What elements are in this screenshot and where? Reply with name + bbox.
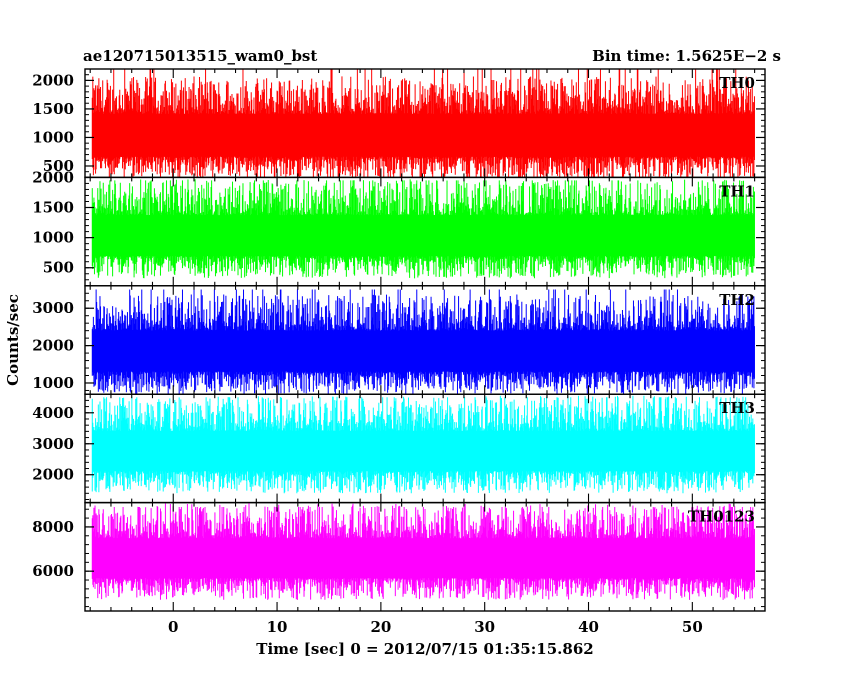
x-tick-label: 30 — [474, 618, 495, 636]
y-tick-label: 1500 — [32, 199, 74, 217]
panel-label: TH1 — [719, 182, 755, 200]
x-tick-label: 20 — [370, 618, 391, 636]
y-tick-label: 4000 — [32, 404, 74, 422]
panel-th0123: 6000 8000 TH0123 — [32, 501, 766, 612]
panel-th3: 2000 3000 4000 TH3 — [32, 393, 766, 504]
bin-time-label: Bin time: 1.5625E−2 s — [592, 47, 781, 65]
lightcurve-th3 — [91, 395, 755, 494]
y-tick-label: 6000 — [32, 562, 74, 580]
lightcurve-th2 — [91, 289, 755, 395]
panel-label: TH2 — [719, 291, 755, 309]
panel-th0: 500 1000 1500 2000 TH0 — [32, 68, 766, 179]
x-tick-label: 0 — [168, 618, 178, 636]
x-tick-label: 40 — [578, 618, 599, 636]
y-tick-label: 1000 — [32, 229, 74, 247]
y-tick-label: 8000 — [32, 518, 74, 536]
x-tick-label: 50 — [682, 618, 703, 636]
y-tick-label: 500 — [43, 259, 74, 277]
y-tick-label: 1500 — [32, 100, 74, 118]
lightcurve-th0 — [91, 69, 755, 178]
lightcurve-th0123 — [91, 503, 755, 600]
left-title: ae120715013515_wam0_bst — [83, 47, 317, 65]
y-tick-label: 2000 — [32, 337, 74, 355]
lightcurve-th1 — [91, 179, 755, 279]
panel-th1: 500 1000 1500 2000 TH1 — [32, 168, 766, 287]
panel-label: TH0123 — [688, 508, 755, 526]
y-tick-label: 3000 — [32, 299, 74, 317]
x-tick-label: 10 — [267, 618, 288, 636]
y-tick-label: 500 — [43, 157, 74, 175]
y-tick-label: 2000 — [32, 466, 74, 484]
y-tick-label: 2000 — [32, 168, 74, 186]
y-tick-label: 1000 — [32, 374, 74, 392]
y-tick-label: 1000 — [32, 128, 74, 146]
panel-label: TH0 — [719, 74, 755, 92]
y-tick-label: 2000 — [32, 71, 74, 89]
y-axis-label: Counts/sec — [4, 294, 22, 386]
panel-th2: 1000 2000 3000 TH2 — [32, 285, 766, 395]
y-tick-label: 3000 — [32, 435, 74, 453]
panel-label: TH3 — [719, 399, 755, 417]
x-axis-label: Time [sec] 0 = 2012/07/15 01:35:15.862 — [256, 640, 593, 658]
panel-frame — [84, 501, 766, 612]
